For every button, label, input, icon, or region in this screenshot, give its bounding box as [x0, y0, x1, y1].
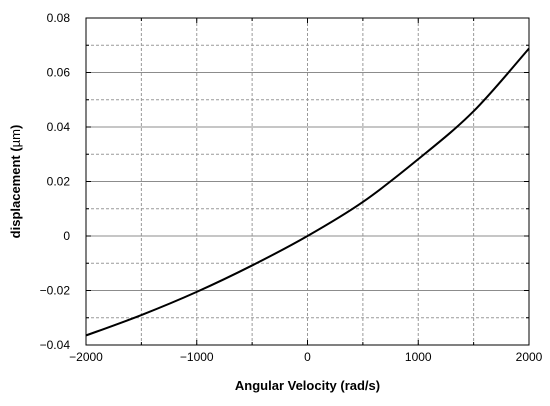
x-tick-label: −1000	[180, 350, 214, 364]
y-tick-label: 0.02	[47, 175, 71, 189]
y-axis-title-prefix: displacement (	[8, 147, 23, 239]
y-tick-label: 0.04	[47, 120, 71, 134]
y-tick-label: −0.04	[40, 338, 71, 352]
series-layer	[85, 47, 530, 337]
tick-labels: −2000 −1000 0 1000 2000 −0.04 −0.02 0 0.02 0.04 0.…	[40, 11, 543, 364]
y-axis-title: displacement (µm)	[8, 125, 23, 239]
y-tick-label: 0.06	[47, 66, 71, 80]
x-tick-label: 0	[304, 350, 311, 364]
plot-frame	[85, 17, 530, 346]
x-axis-title: Angular Velocity (rad/s)	[235, 378, 380, 393]
grid	[86, 18, 529, 345]
y-axis-title-suffix: )	[8, 125, 23, 129]
y-axis-title-unit: µm	[8, 129, 23, 147]
x-tick-label: 2000	[516, 350, 543, 364]
y-tick-label: 0	[63, 229, 70, 243]
x-tick-label: −2000	[69, 350, 103, 364]
y-tick-label: 0.08	[47, 11, 71, 25]
x-tick-label: 1000	[405, 350, 432, 364]
series-line	[85, 47, 530, 337]
y-tick-label: −0.02	[40, 284, 71, 298]
